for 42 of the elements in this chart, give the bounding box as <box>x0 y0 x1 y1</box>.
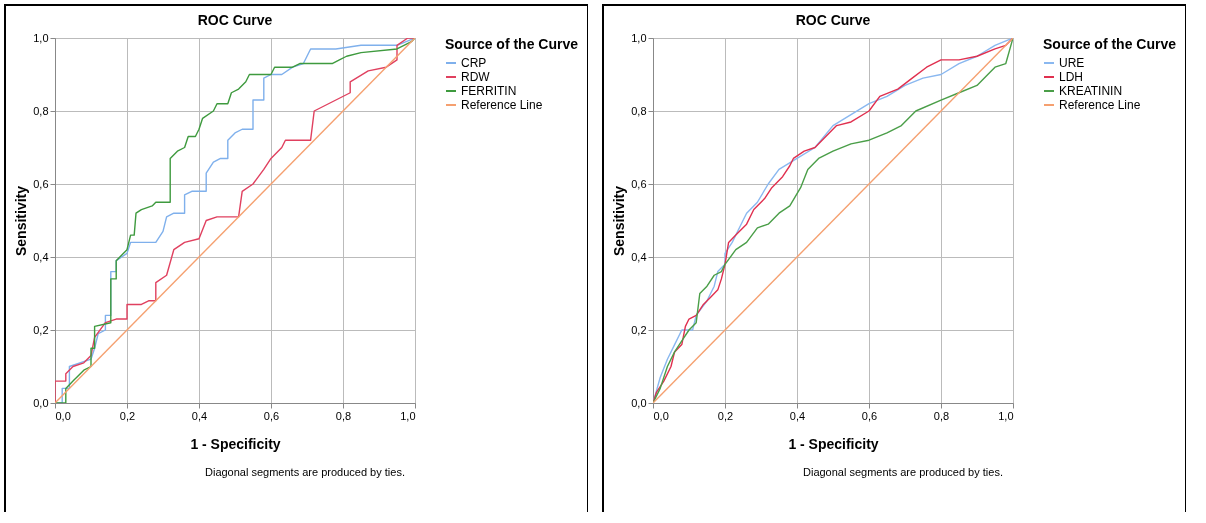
legend-label: KREATININ <box>1059 84 1123 98</box>
x-tick-label: 1,0 <box>400 409 416 422</box>
legend-label: Reference Line <box>461 98 543 112</box>
legend-label: CRP <box>461 56 487 70</box>
x-tick-label: 0,4 <box>191 409 208 422</box>
chart-title: ROC Curve <box>795 12 871 28</box>
x-tick-label: 0,8 <box>335 409 352 422</box>
y-tick-label: 0,0 <box>33 396 49 409</box>
y-tick-label: 0,0 <box>631 396 647 409</box>
x-tick-label: 1,0 <box>998 409 1014 422</box>
y-tick-label: 0,4 <box>33 250 49 263</box>
legend-label: Reference Line <box>1059 98 1141 112</box>
x-tick-label: 0,6 <box>861 409 878 422</box>
x-axis-title: 1 - Specificity <box>788 435 879 452</box>
y-axis-title: Sensitivity <box>13 185 30 257</box>
x-tick-label: 0,2 <box>119 409 136 422</box>
y-tick-label: 0,8 <box>631 104 647 117</box>
y-tick-label: 1,0 <box>33 31 49 44</box>
legend-label: FERRITIN <box>461 84 517 98</box>
y-tick-label: 0,6 <box>33 177 49 190</box>
y-tick-label: 0,4 <box>631 250 647 263</box>
legend-label: URE <box>1059 56 1085 70</box>
legend-title: Source of the Curve <box>445 36 579 52</box>
x-axis-title: 1 - Specificity <box>190 435 281 452</box>
x-tick-label: 0,4 <box>789 409 806 422</box>
text: Diagonal segments are produced by ties. <box>205 466 405 478</box>
x-tick-label: 0,8 <box>933 409 950 422</box>
legend-title: Source of the Curve <box>1043 36 1177 52</box>
x-tick-label: 0,0 <box>653 409 669 422</box>
y-tick-label: 0,8 <box>33 104 49 117</box>
x-tick-label: 0,6 <box>263 409 280 422</box>
chart-title: ROC Curve <box>197 12 273 28</box>
y-axis-title: Sensitivity <box>611 185 628 257</box>
y-tick-label: 0,2 <box>33 323 49 336</box>
legend-label: RDW <box>461 70 491 84</box>
text: Diagonal segments are produced by ties. <box>803 466 1003 478</box>
x-tick-label: 0,2 <box>717 409 734 422</box>
legend-label: LDH <box>1059 70 1084 84</box>
y-tick-label: 1,0 <box>631 31 647 44</box>
x-tick-label: 0,0 <box>55 409 71 422</box>
y-tick-label: 0,2 <box>631 323 647 336</box>
y-tick-label: 0,6 <box>631 177 647 190</box>
